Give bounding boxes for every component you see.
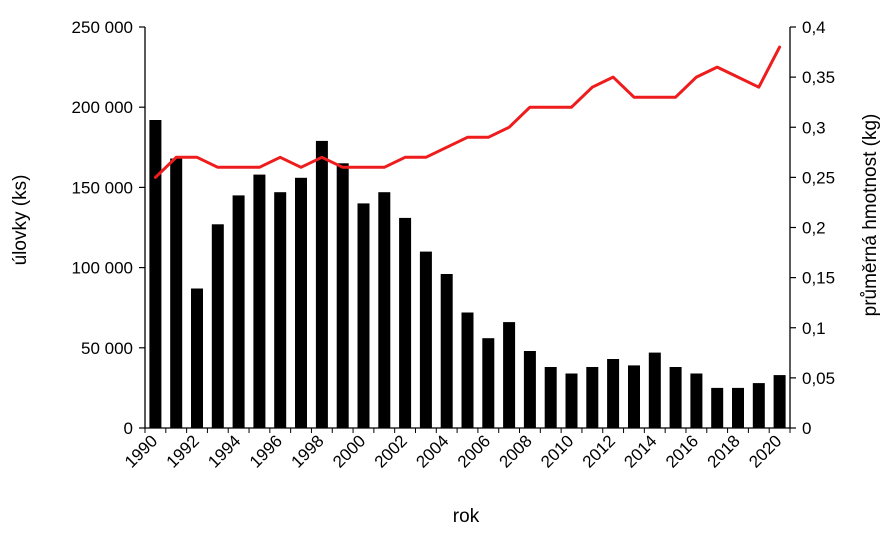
bar-2009: [544, 367, 557, 428]
y-right-tick-label: 0,15: [802, 269, 835, 288]
weight-line: [153, 45, 782, 179]
x-tick-label: 1992: [163, 431, 203, 471]
bar-series: [149, 120, 786, 429]
y-right-tick-label: 0,25: [802, 168, 835, 187]
bar-1997: [295, 177, 307, 428]
bar-2000: [357, 203, 370, 428]
bar-2013: [628, 365, 640, 428]
bar-1993: [211, 224, 224, 428]
y-left-tick-label: 50 000: [81, 339, 133, 358]
bar-1991: [170, 158, 183, 428]
bar-2014: [648, 352, 661, 428]
bar-2012: [607, 359, 620, 428]
bar-2018: [732, 387, 744, 428]
y-right-tick-label: 0,4: [802, 18, 826, 37]
bar-2011: [586, 367, 599, 428]
bar-1995: [253, 174, 266, 428]
bar-1992: [191, 288, 203, 428]
y-axis-left-title: úlovky (ks): [10, 175, 31, 266]
bar-2001: [378, 192, 391, 428]
x-tick-label: 2020: [745, 431, 785, 471]
bar-2019: [752, 383, 765, 428]
x-tick-label: 2014: [620, 431, 660, 471]
x-tick-label: 1994: [204, 431, 244, 471]
y-left-tick-label: 0: [124, 419, 133, 438]
bar-2015: [669, 367, 682, 428]
y-right-tick-label: 0,1: [802, 319, 826, 338]
y-right-tick-label: 0: [802, 419, 811, 438]
y-axis-right-title: průměrná hmotnost (kg): [860, 114, 881, 317]
y-right-tick-label: 0,2: [802, 219, 826, 238]
bar-1999: [336, 163, 349, 429]
line-series: [153, 45, 782, 179]
x-tick-label: 1996: [246, 431, 286, 471]
bar-2008: [523, 351, 536, 428]
bar-2003: [419, 251, 432, 428]
y-left-tick-label: 250 000: [72, 18, 133, 37]
bar-2010: [565, 373, 578, 428]
bar-1998: [315, 140, 328, 428]
y-left-tick-label: 150 000: [72, 178, 133, 197]
y-right-tick-label: 0,05: [802, 369, 835, 388]
bar-1996: [274, 192, 287, 428]
bar-2020: [773, 375, 786, 428]
bar-2005: [461, 312, 474, 428]
bar-2006: [482, 338, 495, 428]
x-tick-label: 2016: [662, 431, 702, 471]
x-tick-label: 2012: [579, 431, 619, 471]
bar-1994: [232, 195, 245, 428]
y-right-tick-label: 0,3: [802, 118, 826, 137]
bar-2004: [440, 274, 453, 428]
bar-2017: [711, 387, 724, 428]
x-tick-label: 2002: [371, 431, 411, 471]
x-tick-label: 2004: [412, 431, 452, 471]
x-tick-label: 2008: [496, 431, 536, 471]
bar-2002: [399, 217, 412, 428]
bar-2007: [503, 322, 516, 428]
x-tick-label: 1998: [287, 431, 327, 471]
x-axis-title: rok: [453, 506, 480, 527]
x-tick-label: 2000: [329, 431, 369, 471]
x-tick-label: 2006: [454, 431, 494, 471]
y-left-tick-label: 200 000: [72, 98, 133, 117]
bar-2016: [690, 373, 703, 428]
bar-1990: [149, 120, 162, 428]
y-left-tick-label: 100 000: [72, 259, 133, 278]
x-tick-label: 2010: [537, 431, 577, 471]
x-tick-label: 2018: [704, 431, 744, 471]
y-right-tick-label: 0,35: [802, 68, 835, 87]
